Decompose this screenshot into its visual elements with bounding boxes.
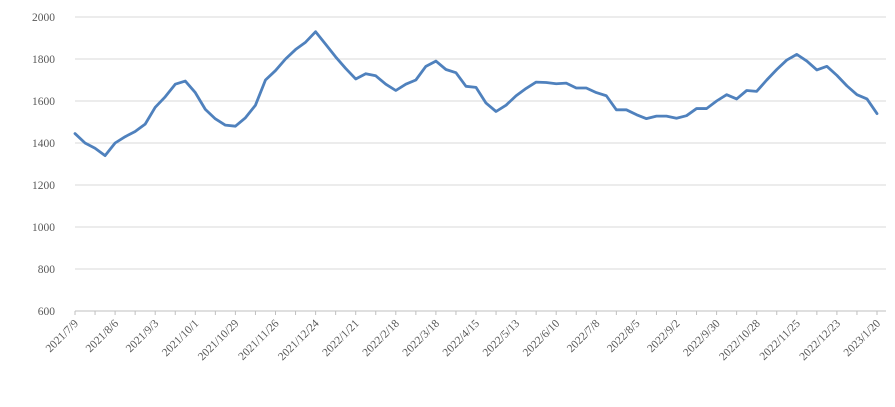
y-axis-tick-label: 1000 bbox=[32, 222, 55, 234]
y-axis-tick-label: 1800 bbox=[32, 54, 55, 66]
x-axis-tick-label: 2022/9/2 bbox=[645, 317, 683, 355]
x-axis-tick-label: 2022/9/30 bbox=[681, 317, 723, 359]
x-axis-tick-label: 2022/3/18 bbox=[401, 317, 443, 359]
x-axis-tick-label: 2022/11/25 bbox=[758, 317, 803, 362]
y-axis-tick-label: 1400 bbox=[32, 138, 55, 150]
x-axis-tick-label: 2021/7/9 bbox=[44, 317, 82, 355]
x-axis-tick-label: 2022/1/21 bbox=[320, 317, 362, 359]
x-axis-tick-label: 2022/10/28 bbox=[717, 317, 763, 363]
x-axis-tick-label: 2021/8/6 bbox=[84, 317, 122, 355]
x-axis-tick-label: 2022/5/13 bbox=[481, 317, 523, 359]
x-axis-tick-label: 2022/2/18 bbox=[360, 317, 402, 359]
x-axis-tick-label: 2022/12/23 bbox=[797, 317, 843, 363]
x-axis-tick-label: 2022/8/5 bbox=[605, 317, 643, 355]
y-axis-tick-label: 1200 bbox=[32, 180, 55, 192]
x-axis-tick-label: 2023/1/20 bbox=[842, 317, 884, 359]
x-axis-tick-label: 2021/10/1 bbox=[160, 317, 202, 359]
data-series-line bbox=[73, 30, 879, 158]
x-axis-tick-label: 2022/6/10 bbox=[521, 317, 563, 359]
x-axis-tick-label: 2021/12/24 bbox=[276, 317, 322, 363]
x-axis-tick-label: 2022/4/15 bbox=[441, 317, 483, 359]
x-axis-tick-label: 2021/9/3 bbox=[124, 317, 162, 355]
x-axis-tick-label: 2021/11/26 bbox=[236, 317, 281, 362]
x-axis-tick-label: 2021/10/29 bbox=[196, 317, 242, 363]
y-axis-tick-label: 1600 bbox=[32, 96, 55, 108]
y-axis-tick-label: 600 bbox=[38, 306, 56, 318]
x-axis-tick-label: 2022/7/8 bbox=[565, 317, 603, 355]
y-axis-tick-label: 800 bbox=[38, 264, 56, 276]
y-axis-tick-label: 2000 bbox=[32, 12, 55, 24]
